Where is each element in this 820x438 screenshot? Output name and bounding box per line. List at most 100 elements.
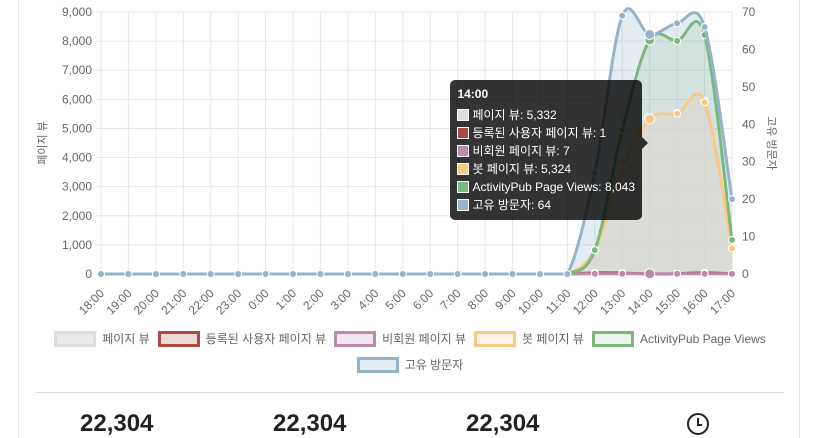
y-tick-label: 5,000 (62, 121, 92, 135)
tooltip-swatch (457, 199, 469, 211)
data-point[interactable] (372, 271, 379, 278)
y2-tick-label: 60 (742, 42, 756, 56)
line-chart: 01,0002,0003,0004,0005,0006,0007,0008,00… (0, 0, 820, 330)
legend-swatch (474, 331, 516, 347)
x-tick-label: 18:00 (76, 286, 107, 317)
data-point[interactable] (125, 271, 132, 278)
data-point[interactable] (645, 29, 655, 39)
x-tick-label: 12:00 (570, 286, 601, 317)
data-point[interactable] (509, 271, 516, 278)
data-point[interactable] (235, 271, 242, 278)
data-point[interactable] (317, 271, 324, 278)
y2-tick-label: 10 (742, 230, 756, 244)
data-point[interactable] (591, 247, 598, 254)
x-tick-label: 0:00 (245, 286, 272, 313)
x-tick-label: 14:00 (625, 286, 656, 317)
data-point[interactable] (645, 114, 655, 124)
x-tick-label: 5:00 (382, 286, 409, 313)
x-tick-label: 21:00 (158, 286, 189, 317)
legend-swatch (334, 331, 376, 347)
x-tick-label: 13:00 (597, 286, 628, 317)
x-tick-label: 4:00 (355, 286, 382, 313)
x-tick-label: 10:00 (515, 286, 546, 317)
y-tick-label: 1,000 (62, 238, 92, 252)
tooltip-row: ActivityPub Page Views: 8,043 (457, 178, 635, 196)
data-point[interactable] (591, 270, 598, 277)
stat-value-3: 22,304 (466, 410, 539, 438)
tooltip-text: 고유 방문자: 64 (472, 196, 551, 214)
data-point[interactable] (344, 271, 351, 278)
legend-label: ActivityPub Page Views (640, 328, 766, 350)
y-tick-label: 8,000 (62, 34, 92, 48)
tooltip-swatch (457, 127, 469, 139)
x-tick-label: 3:00 (328, 286, 355, 313)
data-point[interactable] (729, 236, 736, 243)
y-tick-label: 3,000 (62, 180, 92, 194)
tooltip-row: 봇 페이지 뷰: 5,324 (457, 160, 635, 178)
data-point[interactable] (674, 20, 681, 27)
stat-value-2: 22,304 (273, 410, 346, 438)
data-point[interactable] (619, 270, 626, 277)
x-tick-label: 8:00 (465, 286, 492, 313)
data-point[interactable] (674, 110, 681, 117)
data-point[interactable] (564, 271, 571, 278)
y2-tick-label: 30 (742, 155, 756, 169)
x-tick-label: 2:00 (300, 286, 327, 313)
legend-label: 비회원 페이지 뷰 (382, 328, 466, 350)
data-point[interactable] (645, 269, 655, 279)
x-tick-label: 16:00 (680, 286, 711, 317)
y2-tick-label: 40 (742, 117, 756, 131)
tooltip-swatch (457, 181, 469, 193)
legend-item[interactable]: 페이지 뷰 (54, 328, 150, 350)
data-point[interactable] (729, 270, 736, 277)
data-point[interactable] (180, 271, 187, 278)
data-point[interactable] (399, 271, 406, 278)
data-point[interactable] (674, 37, 681, 44)
legend-item[interactable]: 비회원 페이지 뷰 (334, 328, 466, 350)
y-axis-label: 페이지 뷰 (36, 121, 49, 165)
tooltip-title: 14:00 (457, 86, 635, 102)
legend-item[interactable]: 봇 페이지 뷰 (474, 328, 584, 350)
data-point[interactable] (482, 271, 489, 278)
legend-swatch (54, 331, 96, 347)
y-tick-label: 7,000 (62, 63, 92, 77)
legend-item[interactable]: 고유 방문자 (357, 354, 464, 376)
x-tick-label: 19:00 (103, 286, 134, 317)
data-point[interactable] (729, 245, 736, 252)
data-point[interactable] (729, 196, 736, 203)
x-tick-label: 7:00 (437, 286, 464, 313)
clock-icon (687, 413, 709, 435)
tooltip-text: 페이지 뷰: 5,332 (472, 106, 556, 124)
tooltip-swatch (457, 163, 469, 175)
legend-label: 페이지 뷰 (102, 328, 150, 350)
x-tick-label: 1:00 (273, 286, 300, 313)
tooltip-swatch (457, 145, 469, 157)
data-point[interactable] (619, 12, 626, 19)
data-point[interactable] (290, 271, 297, 278)
data-point[interactable] (536, 271, 543, 278)
x-tick-label: 11:00 (543, 286, 574, 317)
data-point[interactable] (98, 271, 105, 278)
data-point[interactable] (701, 99, 708, 106)
y2-tick-label: 20 (742, 192, 756, 206)
tooltip-swatch (457, 109, 469, 121)
legend-label: 고유 방문자 (405, 354, 464, 376)
data-point[interactable] (427, 271, 434, 278)
data-point[interactable] (262, 271, 269, 278)
legend-item[interactable]: ActivityPub Page Views (592, 328, 766, 350)
data-point[interactable] (701, 270, 708, 277)
data-point[interactable] (207, 271, 214, 278)
tooltip-text: ActivityPub Page Views: 8,043 (472, 178, 635, 196)
data-point[interactable] (674, 270, 681, 277)
legend-swatch (158, 331, 200, 347)
tooltip-row: 고유 방문자: 64 (457, 196, 635, 214)
legend-label: 봇 페이지 뷰 (522, 328, 584, 350)
legend-item[interactable]: 등록된 사용자 페이지 뷰 (158, 328, 326, 350)
data-point[interactable] (152, 271, 159, 278)
y-tick-label: 9,000 (62, 5, 92, 19)
data-point[interactable] (701, 23, 708, 30)
tooltip-row: 등록된 사용자 페이지 뷰: 1 (457, 124, 635, 142)
tooltip-text: 봇 페이지 뷰: 5,324 (472, 160, 571, 178)
data-point[interactable] (454, 271, 461, 278)
